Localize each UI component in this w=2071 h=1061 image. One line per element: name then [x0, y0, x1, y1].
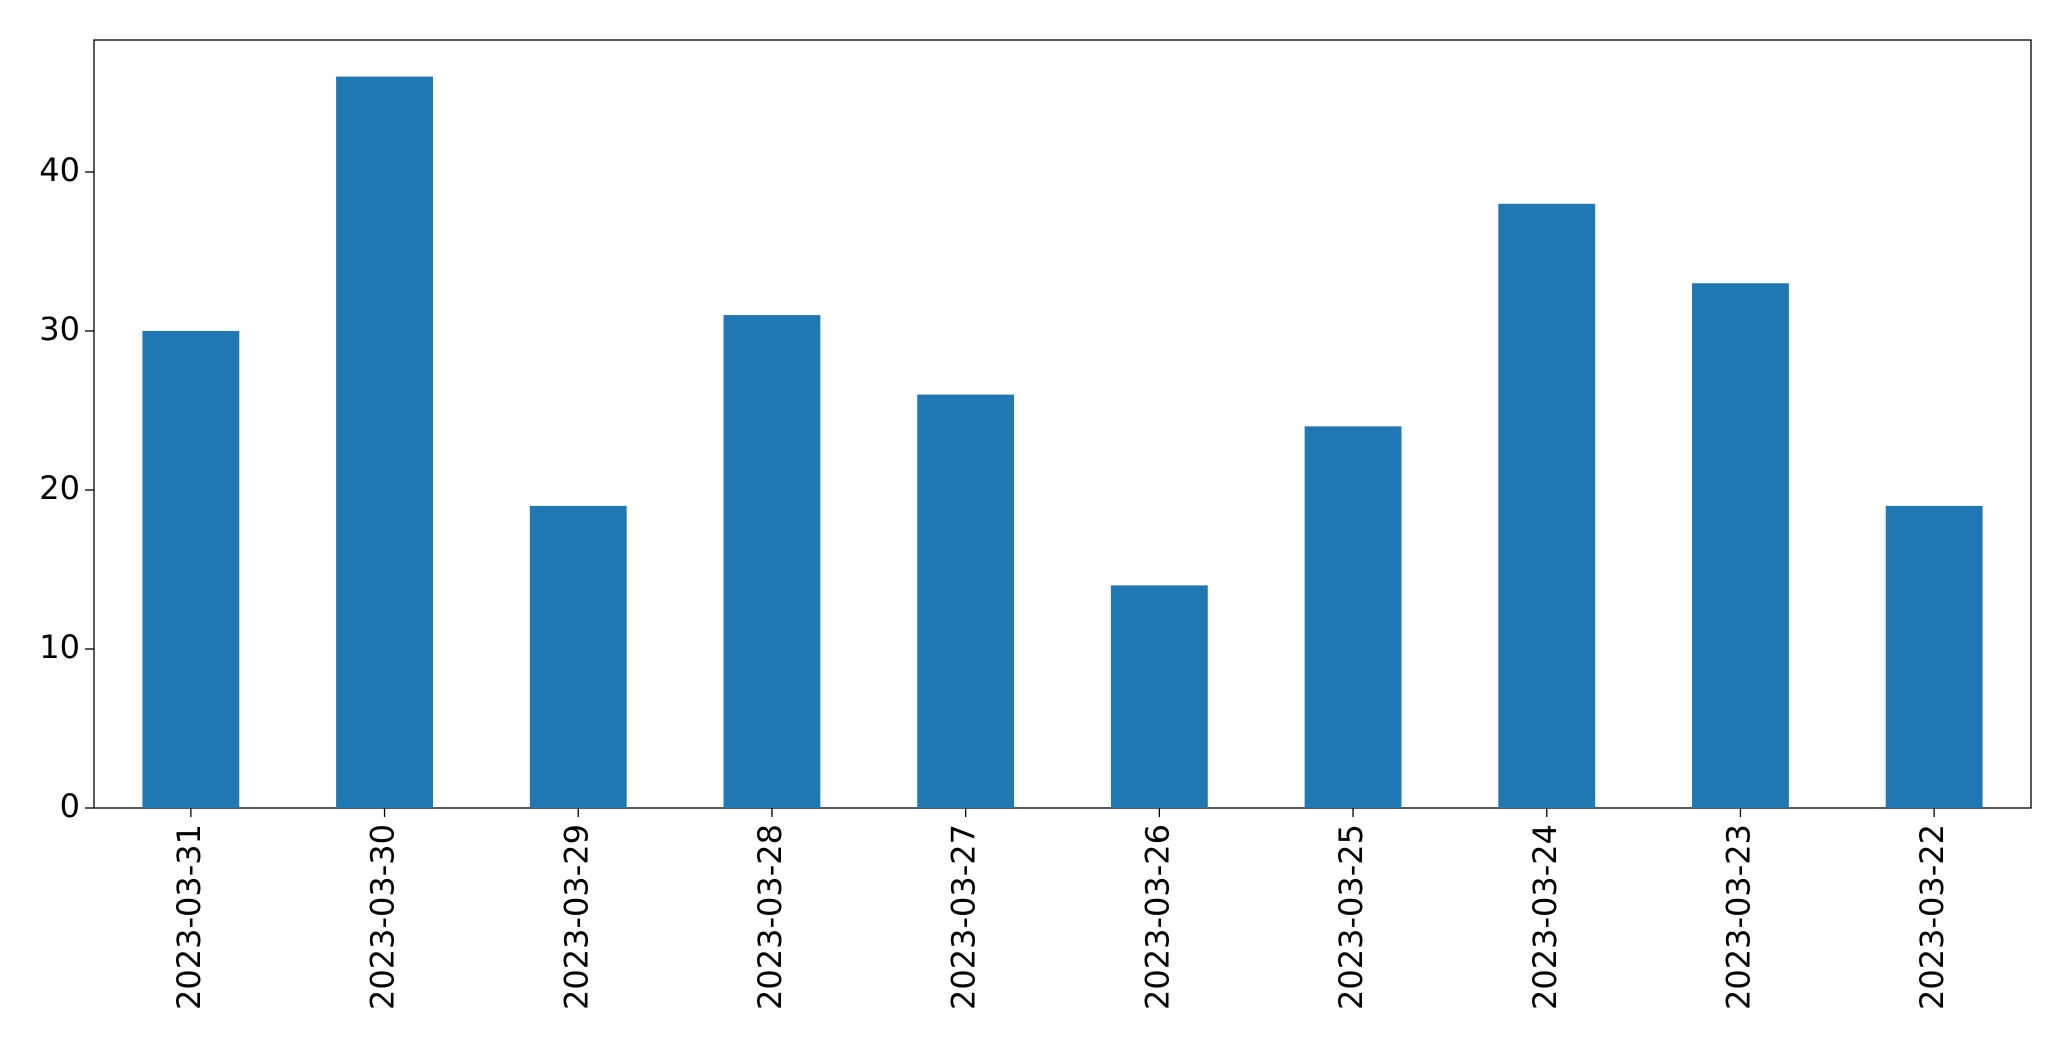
- y-tick-label: 30: [39, 310, 80, 348]
- y-tick-label: 0: [60, 787, 80, 825]
- x-tick-label: 2023-03-23: [1719, 824, 1757, 1010]
- bar: [917, 394, 1015, 808]
- x-tick-label: 2023-03-31: [170, 824, 208, 1010]
- x-tick-label: 2023-03-24: [1526, 824, 1564, 1010]
- y-tick-label: 10: [39, 628, 80, 666]
- x-tick-label: 2023-03-29: [557, 824, 595, 1010]
- bar: [529, 505, 627, 808]
- x-tick-label: 2023-03-28: [751, 824, 789, 1010]
- bar: [723, 315, 821, 808]
- bar: [1110, 585, 1208, 808]
- x-tick-label: 2023-03-27: [945, 824, 983, 1010]
- x-tick-label: 2023-03-22: [1913, 824, 1951, 1010]
- bar: [1498, 203, 1596, 809]
- bar: [336, 76, 433, 809]
- bar: [142, 330, 240, 808]
- bar: [1692, 283, 1789, 808]
- y-tick-label: 20: [39, 469, 80, 507]
- bar: [1885, 505, 1983, 808]
- x-tick-label: 2023-03-30: [364, 824, 402, 1010]
- plot-frame: [93, 39, 2032, 809]
- bar: [1304, 426, 1402, 808]
- x-tick-label: 2023-03-25: [1332, 824, 1370, 1010]
- y-tick-label: 40: [39, 151, 80, 189]
- x-tick-label: 2023-03-26: [1138, 824, 1176, 1010]
